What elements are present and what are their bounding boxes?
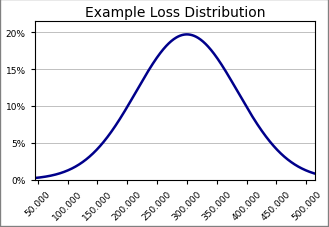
Title: Example Loss Distribution: Example Loss Distribution: [85, 5, 265, 20]
